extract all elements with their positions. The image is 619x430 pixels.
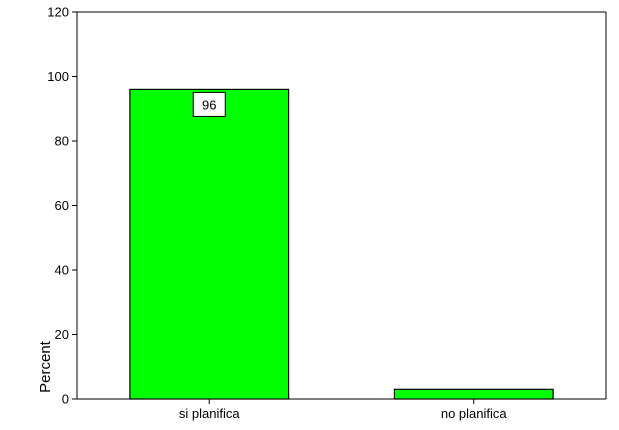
y-axis-title: Percent (37, 340, 54, 393)
y-tick-label: 80 (55, 134, 69, 149)
bar-no-planifica (393, 388, 554, 400)
y-tick-label: 120 (47, 5, 69, 20)
y-tick-label: 0 (62, 392, 69, 407)
plot-area: 0 20 40 60 80 100 120 si planifica 96 no planific… (47, 5, 607, 421)
x-tick-label: no planifica (441, 406, 508, 421)
y-tick-label: 100 (47, 69, 69, 84)
x-tick-label: si planifica (179, 406, 240, 421)
y-tick-label: 60 (55, 198, 69, 213)
data-label-box (192, 91, 226, 117)
bar-si-planifica (129, 88, 290, 400)
data-label: 96 (202, 97, 216, 112)
y-tick-label: 40 (55, 263, 69, 278)
y-tick-label: 20 (55, 327, 69, 342)
